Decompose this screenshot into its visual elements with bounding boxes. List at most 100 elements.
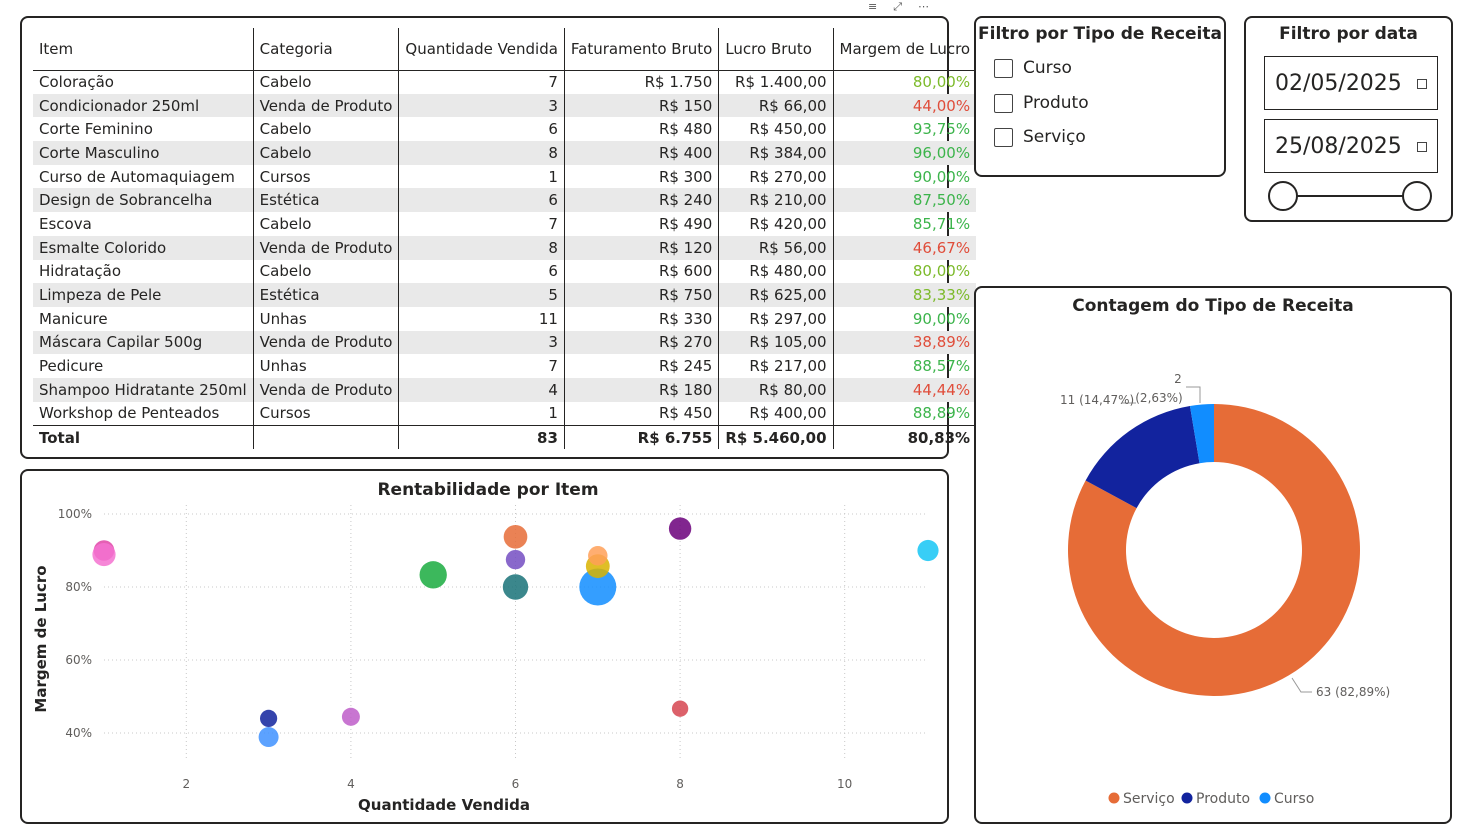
start-date-input[interactable]: 02/05/2025 [1264, 56, 1438, 110]
scatter-point[interactable] [588, 545, 608, 566]
table-row[interactable]: Máscara Capilar 500g Venda de Produto 3 R$ … [33, 330, 977, 355]
leader-line [1291, 677, 1312, 693]
filter-icon[interactable]: ≡ [868, 0, 878, 13]
scatter-point[interactable] [671, 700, 689, 717]
legend-label[interactable]: Serviço [1123, 791, 1175, 807]
table-row[interactable]: Limpeza de Pele Estética 5 R$ 750 R$ 625,00 8… [33, 283, 977, 307]
cell-qtd: 4 [398, 377, 565, 402]
calendar-icon[interactable] [1417, 142, 1427, 152]
table-row[interactable]: Design de Sobrancelha Estética 6 R$ 240 R$ 2… [33, 188, 977, 213]
column-header[interactable]: Item [33, 28, 254, 71]
donut-slice[interactable] [1189, 404, 1214, 464]
slicer-option-curso[interactable]: Curso [994, 58, 1072, 78]
cell-lucro: R$ 420,00 [718, 212, 834, 236]
date-range-track [1284, 195, 1418, 197]
legend-marker [1259, 792, 1271, 804]
range-start-handle[interactable] [1268, 181, 1298, 211]
option-label: Serviço [1023, 127, 1086, 147]
column-header[interactable]: Quantidade Vendida [398, 28, 565, 71]
legend-marker [1181, 792, 1193, 804]
cell-categoria: Venda de Produto [252, 330, 399, 355]
y-tick-label: 80% [65, 580, 92, 594]
table-row[interactable]: Curso de Automaquiagem Cursos 1 R$ 300 R$ 27… [33, 164, 977, 189]
cell-margem: 93,75% [832, 117, 977, 142]
cell-qtd: 3 [398, 93, 565, 118]
scatter-point[interactable] [579, 568, 617, 606]
revenue-type-donut-visual: Contagem do Tipo de Receita 63 (82,89%) 1… [974, 286, 1452, 824]
checkbox[interactable] [994, 127, 1013, 147]
slicer-option-servico[interactable]: Serviço [994, 127, 1086, 147]
cell-categoria: Venda de Produto [252, 93, 399, 118]
column-header[interactable]: Lucro Bruto [718, 28, 834, 71]
table-row[interactable]: Corte Masculino Cabelo 8 R$ 400 R$ 384,00 96,… [33, 141, 977, 165]
end-date-input[interactable]: 25/08/2025 [1264, 119, 1438, 173]
cell-lucro: R$ 450,00 [718, 117, 834, 142]
focus-mode-icon[interactable]: ⤢ [893, 0, 903, 13]
cell-margem: 88,57% [832, 354, 977, 378]
table-row[interactable]: Coloração Cabelo 7 R$ 1.750 R$ 1.400,00 80,00… [33, 70, 977, 94]
scatter-point[interactable] [341, 707, 360, 726]
cell-margem: 90,00% [832, 306, 977, 331]
table-row[interactable]: Condicionador 250ml Venda de Produto 3 R$ 1… [33, 93, 977, 118]
data-label-curso: 2 [1174, 372, 1182, 386]
scatter-point[interactable] [917, 539, 939, 562]
cell-item: Esmalte Colorido [33, 235, 254, 260]
cell-margem: 38,89% [832, 330, 977, 355]
table-row[interactable]: Escova Cabelo 7 R$ 490 R$ 420,00 85,71% [33, 212, 977, 236]
option-label: Produto [1023, 93, 1089, 113]
legend-label[interactable]: Produto [1196, 791, 1250, 807]
chart-title: Contagem do Tipo de Receita [1072, 296, 1353, 316]
table-row[interactable]: Corte Feminino Cabelo 6 R$ 480 R$ 450,00 93,7… [33, 117, 977, 142]
cell-categoria: Cabelo [252, 141, 399, 165]
more-options-icon[interactable]: ⋯ [918, 0, 930, 13]
scatter-point[interactable] [503, 524, 528, 549]
donut-slices [1068, 404, 1360, 696]
scatter-point[interactable] [502, 574, 529, 600]
cell-qtd: 7 [398, 70, 565, 94]
scatter-point[interactable] [258, 727, 279, 748]
checkbox[interactable] [994, 93, 1013, 113]
scatter-point[interactable] [668, 517, 692, 540]
table-row[interactable]: Hidratação Cabelo 6 R$ 600 R$ 480,00 80,00% [33, 259, 977, 284]
cell-fat: R$ 330 [563, 306, 719, 331]
cell-categoria: Venda de Produto [252, 235, 399, 260]
range-end-handle[interactable] [1402, 181, 1432, 211]
donut-slice[interactable] [1068, 404, 1360, 696]
cell-item: Condicionador 250ml [33, 93, 254, 118]
cell-qtd: 6 [398, 259, 565, 284]
column-header[interactable]: Categoria [252, 28, 399, 71]
donut-slice[interactable] [1085, 405, 1200, 509]
cell-lucro: R$ 210,00 [718, 188, 834, 213]
cell-margem: 85,71% [832, 212, 977, 236]
cell-item: Corte Feminino [39, 120, 153, 139]
scatter-point[interactable] [419, 561, 447, 589]
cell-item: Corte Masculino [33, 141, 254, 165]
table-row[interactable]: Manicure Unhas 11 R$ 330 R$ 297,00 90,00% [33, 306, 977, 331]
total-qtd: 83 [398, 424, 565, 450]
checkbox[interactable] [994, 58, 1013, 78]
cell-fat: R$ 270 [563, 330, 719, 355]
x-tick-label: 8 [676, 777, 684, 791]
table-row[interactable]: Pedicure Unhas 7 R$ 245 R$ 217,00 88,57% [33, 354, 977, 378]
column-header[interactable]: Margem de Lucro [832, 28, 977, 71]
calendar-icon[interactable] [1417, 79, 1427, 89]
cell-margem: 44,00% [832, 93, 977, 118]
scatter-point[interactable] [505, 549, 526, 570]
scatter-point[interactable] [260, 709, 278, 727]
column-header[interactable]: Faturamento Bruto [563, 28, 719, 71]
total-label: Total [33, 424, 254, 450]
scatter-point[interactable] [92, 542, 116, 567]
table-row[interactable]: Shampoo Hidratante 250ml Venda de Produto… [33, 377, 977, 402]
table-row[interactable]: Esmalte Colorido Venda de Produto 8 R$ 120 R… [33, 235, 977, 260]
cell-margem: 44,44% [832, 377, 977, 402]
start-date-value: 02/05/2025 [1275, 70, 1402, 96]
table-row[interactable]: Workshop de Penteados Cursos 1 R$ 450 R$ 400… [33, 401, 977, 426]
slicer-option-produto[interactable]: Produto [994, 93, 1089, 113]
cell-margem: 90,00% [832, 164, 977, 189]
cell-lucro: R$ 384,00 [718, 141, 834, 165]
cell-qtd: 3 [398, 330, 565, 355]
cell-fat: R$ 750 [563, 283, 719, 307]
cell-fat: R$ 245 [563, 354, 719, 378]
legend-label[interactable]: Curso [1274, 791, 1314, 807]
total-lucro: R$ 5.460,00 [718, 424, 834, 450]
